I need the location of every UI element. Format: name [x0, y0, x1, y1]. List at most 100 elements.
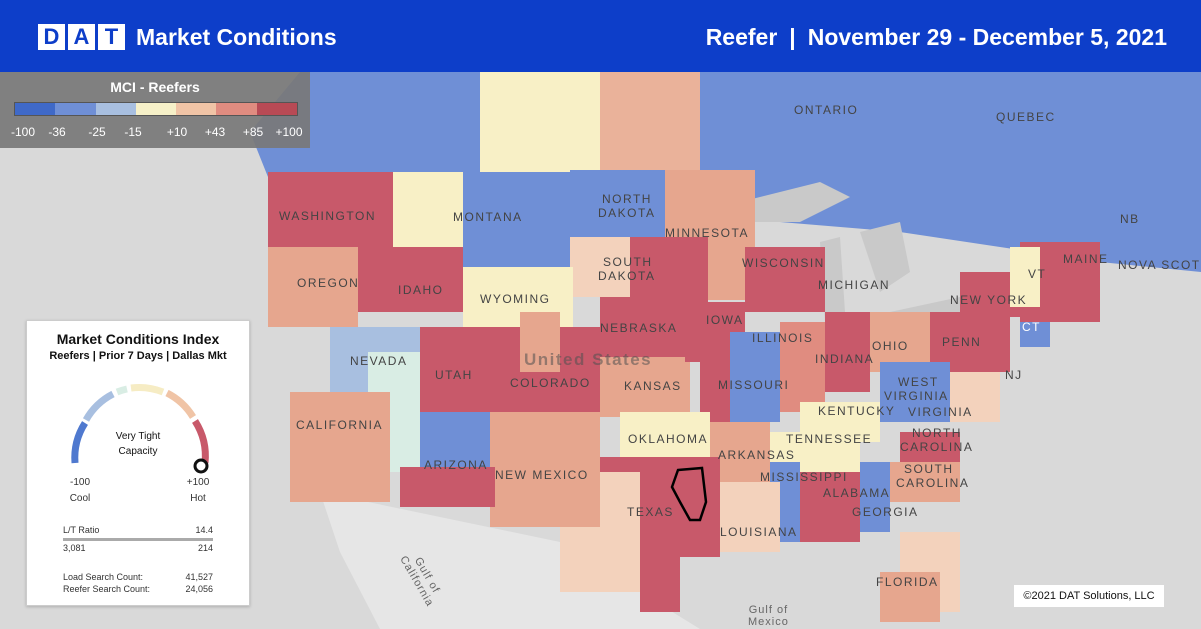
legend-swatch [15, 103, 56, 115]
label-north-dakota-2: DAKOTA [598, 206, 656, 220]
market-conditions-card: Market Conditions Index Reefers | Prior … [26, 320, 250, 606]
lt-ratio-row: L/T Ratio 14.4 [63, 525, 213, 535]
label-arkansas: ARKANSAS [718, 448, 796, 462]
gauge-indicator [193, 458, 209, 474]
canada-salmon [600, 72, 700, 192]
label-ct: CT [1022, 320, 1041, 334]
logo-letter-a: A [68, 24, 95, 50]
label-south-carolina-2: CAROLINA [896, 476, 970, 490]
page-title: Market Conditions [136, 24, 337, 50]
lt-ratio-bar [63, 538, 213, 541]
legend-tick: +100 [275, 125, 303, 139]
label-arizona: ARIZONA [424, 458, 488, 472]
card-subtitle: Reefers | Prior 7 Days | Dallas Mkt [49, 350, 227, 362]
gauge-status: Very Tight Capacity [97, 429, 179, 459]
label-texas: TEXAS [627, 505, 674, 519]
legend-swatch [256, 103, 297, 115]
label-indiana: INDIANA [815, 352, 875, 366]
label-south-dakota-2: DAKOTA [598, 269, 656, 283]
label-oklahoma: OKLAHOMA [628, 432, 709, 446]
label-south-dakota-1: SOUTH [603, 255, 653, 269]
gulf-mex-line2: Mexico [748, 616, 789, 628]
legend-swatch [95, 103, 136, 115]
load-search-row: Load Search Count: 41,527 [63, 572, 213, 582]
mexico-land [320, 492, 700, 629]
gauge-max-label: +100 [186, 477, 210, 488]
label-colorado: COLORADO [510, 376, 591, 390]
label-california: CALIFORNIA [296, 418, 384, 432]
gauge-seg-5 [165, 389, 196, 419]
label-georgia: GEORGIA [852, 505, 919, 519]
label-vt: VT [1028, 267, 1047, 281]
label-louisiana: LOUISIANA [720, 525, 798, 539]
lake-michigan [820, 237, 845, 322]
gauge-min-label: -100 [69, 477, 90, 488]
gauge-cool-label: Cool [69, 493, 91, 504]
label-florida: FLORIDA [876, 575, 939, 589]
label-west-virginia-1: WEST [898, 375, 939, 389]
status-line1: Very Tight [115, 431, 161, 442]
gauge-seg-hot [191, 419, 209, 464]
label-north-carolina-2: CAROLINA [900, 440, 974, 454]
label-michigan: MICHIGAN [818, 278, 890, 292]
label-united-states: United States [524, 350, 653, 369]
gauge-seg-cool [71, 421, 89, 464]
header-separator: | [789, 24, 796, 50]
label-nb: NB [1120, 212, 1140, 226]
label-new-york: NEW YORK [950, 293, 1028, 307]
label-new-mexico: NEW MEXICO [495, 468, 589, 482]
label-gulf-of-mexico: Gulf of Mexico [748, 604, 789, 628]
market-map [0, 72, 1201, 629]
reefer-search-value: 24,056 [185, 584, 213, 594]
lt-ratio-value: 14.4 [195, 525, 213, 535]
gauge-seg-3 [115, 385, 128, 396]
label-nj: NJ [1005, 368, 1023, 382]
canada-yellow [480, 72, 600, 172]
label-tennessee: TENNESSEE [786, 432, 873, 446]
lake-superior [740, 182, 850, 222]
legend-tick: +10 [166, 125, 188, 139]
load-search-label: Load Search Count: [63, 572, 144, 582]
dat-logo: D A T [38, 24, 125, 50]
copyright-notice: ©2021 DAT Solutions, LLC [1014, 585, 1164, 607]
label-ontario: ONTARIO [794, 103, 859, 117]
legend-title: MCI - Reefers [110, 79, 200, 95]
legend-swatch [216, 103, 257, 115]
label-minnesota: MINNESOTA [665, 226, 749, 240]
logo-letter-t: T [98, 24, 125, 50]
label-maine: MAINE [1063, 252, 1109, 266]
label-idaho: IDAHO [398, 283, 444, 297]
label-wisconsin: WISCONSIN [742, 256, 825, 270]
us-regions [268, 170, 1100, 622]
header-bar: D A T Market Conditions Reefer | Novembe… [0, 0, 1201, 72]
gulf-mex-line1: Gulf of [748, 604, 789, 616]
lt-left-count: 3,081 [63, 543, 86, 553]
lake-huron [860, 222, 910, 292]
lt-ratio-label: L/T Ratio [63, 525, 100, 535]
gauge-seg-4 [130, 384, 165, 396]
label-penn: PENN [942, 335, 982, 349]
label-kansas: KANSAS [624, 379, 682, 393]
legend-tick: -36 [48, 125, 66, 139]
label-alabama: ALABAMA [823, 486, 891, 500]
label-wyoming: WYOMING [480, 292, 551, 306]
legend-tick: +43 [204, 125, 226, 139]
lt-counts-row: 3,081 214 [63, 543, 213, 553]
label-montana: MONTANA [453, 210, 523, 224]
label-utah: UTAH [435, 368, 473, 382]
label-iowa: IOWA [706, 313, 744, 327]
logo-letter-d: D [38, 24, 65, 50]
date-range: November 29 - December 5, 2021 [807, 24, 1167, 50]
label-mississippi: MISSISSIPPI [760, 470, 848, 484]
gauge-seg-2 [82, 390, 115, 422]
lt-right-count: 214 [197, 543, 213, 553]
header-right: Reefer | November 29 - December 5, 2021 [706, 24, 1167, 51]
label-south-carolina-1: SOUTH [904, 462, 954, 476]
label-ohio: OHIO [872, 339, 909, 353]
mci-legend: MCI - Reefers -100 -36 -25 -15 +10 +43 +… [0, 72, 310, 148]
label-illinois: ILLINOIS [752, 331, 814, 345]
legend-color-bar [14, 102, 298, 116]
label-west-virginia-2: VIRGINIA [884, 389, 949, 403]
label-north-dakota-1: NORTH [602, 192, 652, 206]
gauge-hot-label: Hot [190, 493, 206, 504]
